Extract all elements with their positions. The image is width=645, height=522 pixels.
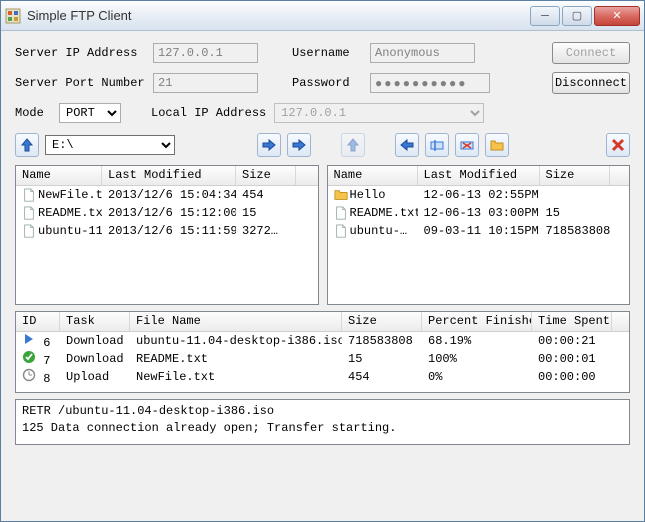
tasks-header: ID Task File Name Size Percent Finished …: [16, 312, 629, 332]
input-ip[interactable]: [153, 43, 258, 63]
new-folder-button[interactable]: [485, 133, 509, 157]
upload-all-button[interactable]: [287, 133, 311, 157]
close-button[interactable]: ✕: [594, 6, 640, 26]
label-lip: Local IP Address: [151, 106, 266, 120]
col-file[interactable]: File Name: [130, 312, 342, 331]
app-icon: [5, 8, 21, 24]
label-mode: Mode: [15, 106, 51, 120]
row-ip-user: Server IP Address Username Connect: [15, 41, 630, 65]
task-row[interactable]: 8 Upload NewFile.txt 454 0% 00:00:00: [16, 368, 629, 386]
col-time[interactable]: Time Spent: [532, 312, 612, 331]
list-item[interactable]: ubuntu-11… 2013/12/6 15:11:59 3272…: [16, 222, 318, 240]
row-mode-lip: Mode PORT Local IP Address 127.0.0.1: [15, 101, 630, 125]
select-local-ip[interactable]: 127.0.0.1: [274, 103, 484, 123]
label-pass: Password: [292, 76, 362, 90]
toolbar: E:\: [15, 131, 630, 159]
col-id[interactable]: ID: [16, 312, 60, 331]
minimize-button[interactable]: ─: [530, 6, 560, 26]
remote-up-button[interactable]: [341, 133, 365, 157]
local-header: Name Last Modified Size: [16, 166, 318, 186]
upload-button[interactable]: [257, 133, 281, 157]
window-controls: ─ ▢ ✕: [530, 6, 640, 26]
tasks-pane: ID Task File Name Size Percent Finished …: [15, 311, 630, 393]
input-user[interactable]: [370, 43, 475, 63]
titlebar: Simple FTP Client ─ ▢ ✕: [1, 1, 644, 31]
connect-button[interactable]: Connect: [552, 42, 630, 64]
col-size[interactable]: Size: [342, 312, 422, 331]
label-ip: Server IP Address: [15, 46, 145, 60]
disconnect-button[interactable]: Disconnect: [552, 72, 630, 94]
col-task[interactable]: Task: [60, 312, 130, 331]
list-item[interactable]: ubuntu-… 09-03-11 10:15PM 718583808: [328, 222, 630, 240]
rename-button[interactable]: [425, 133, 449, 157]
remote-pane: Name Last Modified Size Hello 12-06-13 0…: [327, 165, 631, 305]
input-pass[interactable]: [370, 73, 490, 93]
col-name[interactable]: Name: [328, 166, 418, 185]
col-pct[interactable]: Percent Finished: [422, 312, 532, 331]
download-button[interactable]: [395, 133, 419, 157]
task-row[interactable]: 6 Download ubuntu-11.04-desktop-i386.iso…: [16, 332, 629, 350]
list-item[interactable]: NewFile.txt 2013/12/6 15:04:34 454: [16, 186, 318, 204]
content-area: Server IP Address Username Connect Serve…: [1, 31, 644, 521]
col-name[interactable]: Name: [16, 166, 102, 185]
maximize-button[interactable]: ▢: [562, 6, 592, 26]
app-window: Simple FTP Client ─ ▢ ✕ Server IP Addres…: [0, 0, 645, 522]
task-row[interactable]: 7 Download README.txt 15 100% 00:00:01: [16, 350, 629, 368]
list-item[interactable]: Hello 12-06-13 02:55PM: [328, 186, 630, 204]
tasks-list[interactable]: 6 Download ubuntu-11.04-desktop-i386.iso…: [16, 332, 629, 392]
list-item[interactable]: README.txt 12-06-13 03:00PM 15: [328, 204, 630, 222]
window-title: Simple FTP Client: [27, 8, 530, 23]
list-item[interactable]: README.txt 2013/12/6 15:12:00 15: [16, 204, 318, 222]
local-list[interactable]: NewFile.txt 2013/12/6 15:04:34 454 READM…: [16, 186, 318, 304]
col-size[interactable]: Size: [540, 166, 610, 185]
col-modified[interactable]: Last Modified: [102, 166, 236, 185]
local-up-button[interactable]: [15, 133, 39, 157]
log-area[interactable]: RETR /ubuntu-11.04-desktop-i386.iso 125 …: [15, 399, 630, 445]
remote-header: Name Last Modified Size: [328, 166, 630, 186]
col-size[interactable]: Size: [236, 166, 296, 185]
label-user: Username: [292, 46, 362, 60]
label-port: Server Port Number: [15, 76, 145, 90]
row-port-pass: Server Port Number Password Disconnect: [15, 71, 630, 95]
input-port[interactable]: [153, 73, 258, 93]
remote-list[interactable]: Hello 12-06-13 02:55PM README.txt 12-06-…: [328, 186, 630, 304]
drive-select[interactable]: E:\: [45, 135, 175, 155]
col-modified[interactable]: Last Modified: [418, 166, 540, 185]
select-mode[interactable]: PORT: [59, 103, 121, 123]
file-panes: Name Last Modified Size NewFile.txt 2013…: [15, 165, 630, 305]
local-pane: Name Last Modified Size NewFile.txt 2013…: [15, 165, 319, 305]
delete-button[interactable]: [455, 133, 479, 157]
abort-button[interactable]: [606, 133, 630, 157]
